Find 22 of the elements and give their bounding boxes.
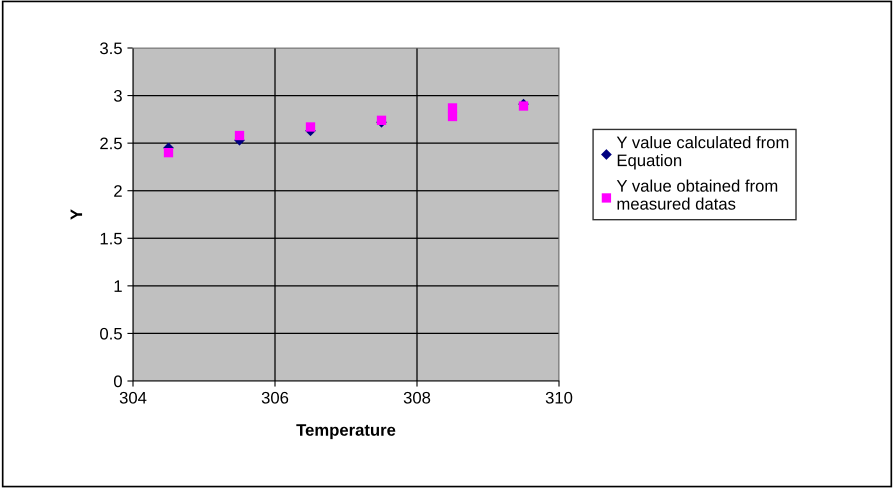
y-tick-label: 1 bbox=[114, 280, 122, 292]
y-tick-label: 2 bbox=[114, 185, 122, 197]
y-tick-label: 3.5 bbox=[100, 42, 122, 54]
point bbox=[306, 122, 316, 132]
point bbox=[234, 130, 244, 140]
x-tick-label: 310 bbox=[546, 392, 572, 404]
point bbox=[376, 116, 386, 125]
y-tick-label: 3 bbox=[114, 90, 122, 102]
point bbox=[518, 101, 528, 111]
y-axis-title: Y bbox=[70, 209, 82, 220]
x-tick-label: 308 bbox=[404, 392, 430, 404]
x-axis-title: Temperature bbox=[296, 424, 396, 440]
y-tick-label: 1.5 bbox=[100, 232, 122, 244]
point bbox=[164, 148, 174, 158]
x-tick-label: 306 bbox=[262, 392, 288, 404]
legend-label: Y value obtained from measured datas bbox=[616, 180, 778, 210]
legend-label: Y value calculated from Equation bbox=[616, 136, 788, 170]
y-tick-label: 0.5 bbox=[100, 328, 122, 340]
x-tick-label: 304 bbox=[120, 392, 146, 404]
y-tick-label: 0 bbox=[114, 375, 122, 388]
point bbox=[448, 112, 458, 122]
y-tick-label: 2.5 bbox=[100, 138, 122, 150]
